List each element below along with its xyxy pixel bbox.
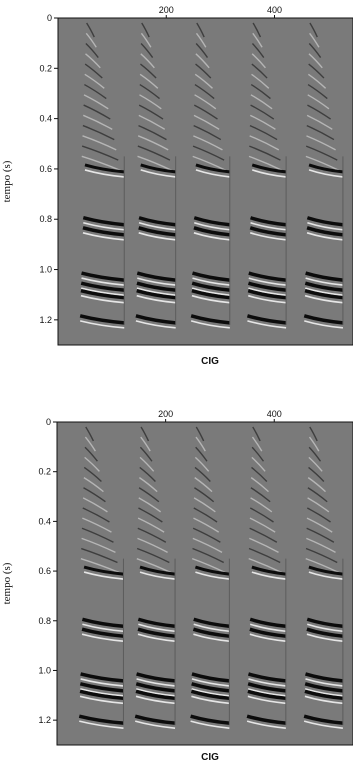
y-tick-label-top-0: 0 (47, 13, 52, 23)
x-tick-label-bottom-1: 400 (267, 409, 282, 419)
y-tick-label-bottom-2: 0.4 (38, 516, 51, 526)
y-tick-label-bottom-0: 0 (46, 417, 51, 427)
y-axis-label-bottom: tempo (s) (1, 562, 13, 604)
y-axis-label-top: tempo (s) (1, 160, 13, 202)
y-tick-label-bottom-4: 0.8 (38, 616, 51, 626)
y-tick-label-bottom-1: 0.2 (38, 467, 51, 477)
y-tick-label-top-3: 0.6 (39, 164, 52, 174)
x-tick-label-top-1: 400 (267, 5, 282, 15)
gather-3 (190, 426, 230, 729)
gather-2 (134, 426, 176, 729)
gather-2 (135, 22, 177, 329)
gather-4 (246, 22, 287, 329)
x-tick-label-bottom-0: 200 (158, 409, 173, 419)
x-axis-label-bottom: CIG (201, 752, 219, 763)
plot-frame-bottom (56, 421, 353, 746)
y-tick-label-bottom-5: 1.0 (38, 665, 51, 675)
y-tick-label-top-5: 1.0 (39, 265, 52, 275)
cig-panel-bottom: 0 0.2 0.4 0.6 0.8 1.0 1.2 200 400 tempo (s) CIG (0, 400, 353, 771)
plot-frame-top (57, 17, 353, 346)
seismic-plot-bottom: 0 0.2 0.4 0.6 0.8 1.0 1.2 200 400 tempo (s) (1, 409, 353, 746)
y-tick-label-bottom-6: 1.2 (38, 715, 51, 725)
x-axis-label-top: CIG (201, 356, 219, 367)
x-tick-label-top-0: 200 (159, 5, 174, 15)
gather-1 (79, 22, 125, 329)
gather-3 (190, 22, 231, 329)
gather-1 (78, 426, 124, 729)
y-tick-label-bottom-3: 0.6 (38, 566, 51, 576)
gather-4 (246, 426, 287, 729)
gather-5 (303, 426, 344, 729)
y-tick-label-top-6: 1.2 (39, 315, 52, 325)
cig-panel-top: 0 0.2 0.4 0.6 0.8 1.0 1.2 200 400 tempo (s) CIG (0, 0, 353, 380)
y-tick-label-top-1: 0.2 (39, 63, 52, 73)
seismic-plot-top: 0 0.2 0.4 0.6 0.8 1.0 1.2 200 400 tempo (s) (1, 5, 353, 346)
gather-5 (303, 22, 344, 329)
y-tick-label-top-4: 0.8 (39, 214, 52, 224)
y-tick-label-top-2: 0.4 (39, 114, 52, 124)
